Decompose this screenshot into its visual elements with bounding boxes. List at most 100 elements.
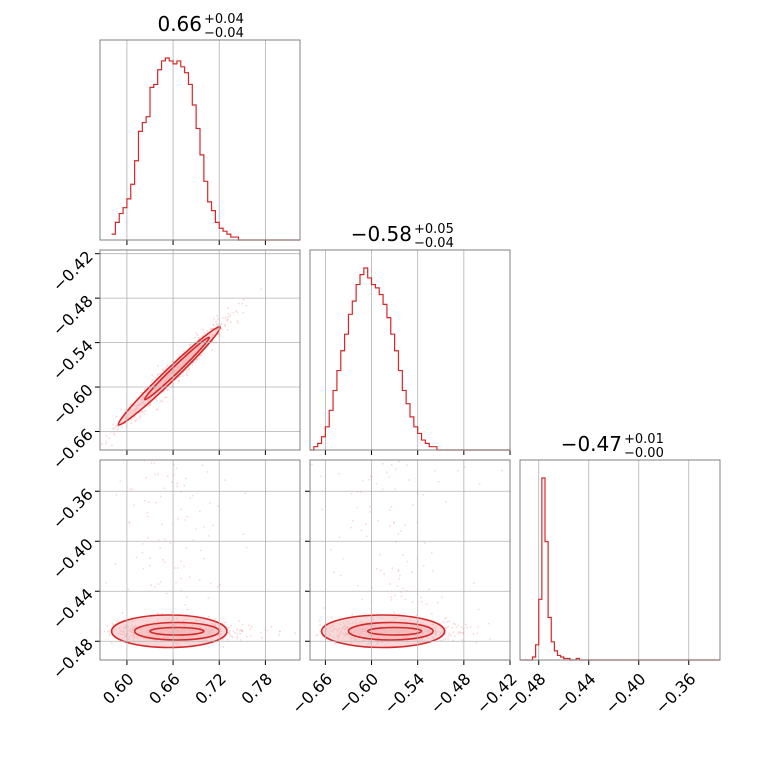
scatter-2-1-sample-point (451, 626, 454, 629)
scatter-2-1-sample-point (447, 625, 450, 628)
scatter-1-0-sample-point (188, 369, 190, 371)
scatter-2-0-sample-point (157, 583, 160, 585)
scatter-2-0-sample-point (294, 632, 297, 635)
scatter-1-0-sample-point (136, 418, 139, 421)
scatter-2-0-sample-point (169, 542, 172, 545)
scatter-2-1-sample-point (437, 480, 440, 483)
scatter-2-0-sample-point (176, 517, 179, 520)
scatter-2-1-sample-point (411, 601, 414, 603)
scatter-2-0-sample-point (207, 534, 210, 537)
scatter-2-1-sample-point (375, 482, 378, 485)
scatter-2-1-sample-point (395, 468, 397, 471)
scatter-2-1-top-frame (309, 459, 511, 661)
scatter-1-0-sample-point (156, 400, 159, 403)
scatter-2-1-sample-point (488, 638, 491, 640)
scatter-2-0-sample-point (150, 584, 152, 587)
scatter-2-1-sample-point (453, 623, 456, 626)
scatter-1-0-sample-point (134, 415, 137, 418)
scatter-2-1-sample-point (368, 505, 371, 508)
hist-0-title: 0.66 +0.04−0.04 (157, 12, 243, 41)
scatter-2-1-sample-point (469, 625, 472, 628)
scatter-2-1-sample-point (394, 594, 397, 597)
scatter-2-0-sample-point (222, 638, 224, 641)
scatter-2-1-sample-point (389, 524, 392, 527)
scatter-2-0-sample-point (141, 551, 144, 554)
scatter-1-0-sample-point (235, 309, 237, 312)
scatter-2-0-sample-point (232, 630, 235, 633)
scatter-2-0-sample-point (248, 624, 251, 627)
scatter-2-1-sample-point (422, 493, 425, 496)
scatter-2-0-sample-point (234, 632, 237, 634)
scatter-1-0-sample-point (221, 328, 224, 331)
scatter-1-0-sample-point (124, 422, 126, 425)
scatter-1-0-sample-point (227, 316, 230, 318)
scatter-2-0-sample-point (157, 473, 159, 476)
scatter-1-0-sample-point (105, 440, 108, 443)
scatter-2-1-sample-point (411, 571, 414, 574)
scatter-2-1-sample-point (466, 626, 469, 629)
scatter-2-0-sample-point (239, 632, 242, 635)
scatter-1-0-sample-point (163, 369, 165, 372)
scatter-1-0-sample-point (238, 302, 240, 305)
scatter-2-1-sample-point (399, 530, 402, 533)
scatter-2-1-sample-point (463, 466, 466, 468)
scatter-2-0-sample-point (188, 576, 191, 579)
scatter-2-0-sample-point (180, 577, 182, 580)
scatter-1-0-sample-point (130, 422, 133, 425)
scatter-2-0-plot-area (100, 460, 300, 649)
corner-panels (95, 39, 721, 665)
scatter-1-0-sample-point (156, 408, 159, 411)
scatter-1-0-sample-point (120, 408, 123, 411)
scatter-1-0-sample-point (188, 367, 191, 370)
scatter-2-0-sample-point (212, 524, 214, 527)
scatter-2-0-sample-point (241, 630, 244, 632)
scatter-2-1-sample-point (375, 568, 378, 570)
scatter-2-0-sample-point (153, 462, 156, 464)
scatter-1-0-sample-point (196, 334, 199, 336)
scatter-2-1-sample-point (390, 599, 393, 601)
scatter-2-0-sample-point (163, 538, 166, 541)
scatter-2-1-sample-point (424, 542, 426, 545)
scatter-1-0-sample-point (166, 364, 168, 367)
scatter-2-1-sample-point (350, 526, 353, 529)
scatter-2-0-sample-point (236, 628, 238, 631)
scatter-1-0-sample-point (226, 328, 229, 331)
scatter-2-0-sample-point (114, 562, 117, 565)
scatter-2-0-sample-point (173, 567, 176, 569)
scatter-1-0-sample-point (215, 320, 218, 323)
scatter-2-1-sample-point (379, 553, 381, 556)
scatter-2-0-sample-point (161, 523, 163, 526)
scatter-1-0-sample-point (113, 427, 116, 429)
scatter-2-0-sample-point (230, 635, 233, 638)
scatter-2-0-sample-point (219, 584, 222, 586)
scatter-2-0-sample-point (238, 620, 241, 622)
scatter-2-1-sample-point (368, 511, 371, 513)
scatter-2-0-sample-point (186, 515, 189, 518)
scatter-2-1-sample-point (444, 633, 447, 636)
scatter-1-0-sample-point (113, 434, 116, 436)
scatter-2-1-sample-point (447, 638, 449, 640)
scatter-1-0-sample-point (146, 405, 149, 408)
scatter-2-0-sample-point (239, 639, 242, 641)
scatter-2-1-panel (305, 459, 511, 665)
scatter-2-1-sample-point (330, 616, 333, 619)
scatter-1-0-sample-point (224, 316, 227, 319)
scatter-2-0-sample-point (110, 642, 113, 645)
scatter-2-0-sample-point (149, 557, 152, 560)
hist-1-frame (309, 249, 511, 451)
scatter-2-1-sample-point (404, 598, 407, 601)
scatter-1-0-sample-point (139, 415, 142, 418)
scatter-2-0-sample-point (278, 630, 281, 633)
scatter-1-0-sample-point (161, 368, 164, 370)
scatter-2-1-sample-point (476, 632, 479, 635)
scatter-2-1-sample-point (311, 463, 313, 466)
scatter-2-0-sample-point (192, 539, 194, 542)
scatter-2-1-sample-point (445, 500, 447, 503)
scatter-2-0-sample-point (208, 502, 211, 504)
scatter-2-1-sample-point (456, 469, 459, 472)
scatter-2-1-sample-point (445, 617, 448, 620)
scatter-2-0-sample-point (207, 615, 210, 618)
scatter-2-0-sample-point (116, 620, 118, 623)
scatter-2-1-sample-point (420, 600, 423, 603)
scatter-2-0-sample-point (244, 492, 247, 495)
